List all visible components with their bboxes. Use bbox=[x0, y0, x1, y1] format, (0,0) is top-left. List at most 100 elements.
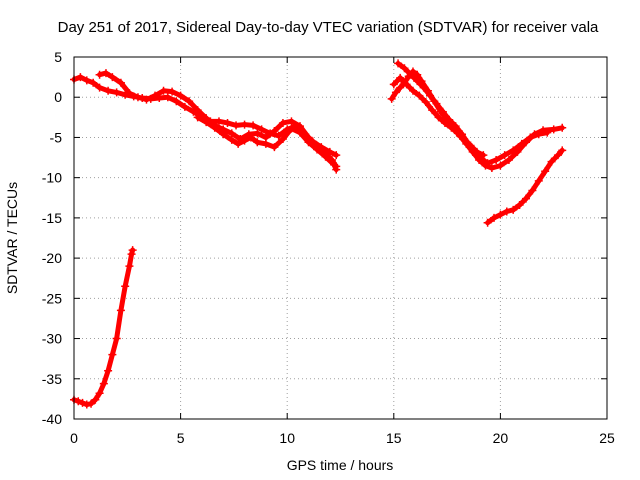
x-tick-label: 15 bbox=[386, 430, 402, 446]
data-point bbox=[547, 157, 556, 166]
data-point bbox=[466, 141, 475, 150]
data-point bbox=[396, 83, 405, 92]
y-tick-label: -10 bbox=[42, 170, 62, 186]
data-point bbox=[246, 133, 255, 142]
data-point bbox=[428, 106, 437, 115]
data-point bbox=[240, 120, 249, 129]
data-point bbox=[219, 130, 228, 139]
x-tick-label: 25 bbox=[599, 430, 615, 446]
data-point bbox=[74, 397, 83, 406]
data-point bbox=[313, 145, 322, 154]
data-point bbox=[176, 91, 185, 100]
data-point bbox=[509, 146, 518, 155]
data-point bbox=[440, 118, 449, 127]
data-point bbox=[163, 93, 172, 102]
data-point bbox=[214, 117, 223, 126]
data-point bbox=[521, 194, 530, 203]
data-point bbox=[270, 143, 279, 152]
data-point bbox=[95, 389, 104, 398]
data-point bbox=[500, 151, 509, 160]
data-point bbox=[400, 64, 409, 73]
data-point bbox=[227, 135, 236, 144]
data-point bbox=[330, 160, 339, 169]
data-point bbox=[483, 159, 492, 168]
data-point bbox=[253, 129, 262, 138]
data-point bbox=[121, 282, 130, 291]
data-point bbox=[128, 246, 137, 255]
data-point bbox=[496, 161, 505, 170]
data-point bbox=[487, 164, 496, 173]
data-point bbox=[421, 98, 430, 107]
data-points bbox=[70, 59, 567, 409]
x-tick-label: 0 bbox=[70, 430, 78, 446]
data-point bbox=[112, 88, 121, 97]
data-point bbox=[438, 107, 447, 116]
data-point bbox=[472, 147, 481, 156]
y-tick-label: -15 bbox=[42, 210, 62, 226]
data-point bbox=[104, 366, 113, 375]
y-tick-label: -40 bbox=[42, 411, 62, 427]
data-point bbox=[89, 78, 98, 87]
data-point bbox=[394, 59, 403, 68]
data-point bbox=[558, 146, 567, 155]
data-point bbox=[496, 210, 505, 219]
plot-border bbox=[73, 56, 608, 420]
series-arc-d bbox=[70, 246, 137, 409]
data-point bbox=[270, 127, 279, 136]
gridlines bbox=[74, 57, 607, 419]
data-point bbox=[528, 186, 537, 195]
data-point bbox=[502, 207, 511, 216]
data-point bbox=[543, 128, 552, 137]
data-point bbox=[295, 128, 304, 137]
data-point bbox=[332, 151, 341, 160]
data-point bbox=[304, 138, 313, 147]
trace-segment bbox=[118, 283, 128, 313]
data-point bbox=[321, 152, 330, 161]
data-point bbox=[240, 136, 249, 145]
data-point bbox=[76, 73, 85, 82]
tick-labels: 0 5 10 15 20 25 5 0 -5 -10 -15 -20 -25 -30 -35 -40 bbox=[42, 49, 615, 446]
data-point bbox=[125, 262, 134, 271]
data-point bbox=[112, 334, 121, 343]
data-point bbox=[78, 398, 87, 407]
data-point bbox=[490, 213, 499, 222]
data-point bbox=[223, 118, 232, 127]
data-point bbox=[517, 139, 526, 148]
data-point bbox=[234, 139, 243, 148]
data-point bbox=[406, 70, 415, 79]
y-tick-label: -35 bbox=[42, 371, 62, 387]
data-point bbox=[108, 350, 117, 359]
data-point bbox=[526, 133, 535, 142]
data-point bbox=[193, 113, 202, 122]
trace-segment bbox=[114, 307, 124, 342]
data-point bbox=[95, 83, 104, 92]
y-tick-label: 5 bbox=[54, 49, 62, 65]
data-point bbox=[553, 151, 562, 160]
data-point bbox=[432, 99, 441, 108]
data-point bbox=[534, 130, 543, 139]
data-point bbox=[151, 91, 160, 100]
data-point bbox=[172, 97, 181, 106]
data-point bbox=[95, 70, 104, 79]
data-point bbox=[253, 138, 262, 147]
series-arc-h bbox=[483, 146, 567, 227]
data-point bbox=[82, 76, 91, 85]
x-tick-label: 20 bbox=[493, 430, 509, 446]
data-point bbox=[125, 89, 134, 98]
data-point bbox=[249, 121, 258, 130]
chart-title: Day 251 of 2017, Sidereal Day-to-day VTE… bbox=[58, 19, 599, 36]
data-point bbox=[402, 80, 411, 89]
data-point bbox=[515, 201, 524, 210]
data-point bbox=[483, 218, 492, 227]
data-point bbox=[87, 399, 96, 408]
x-tick-label: 5 bbox=[177, 430, 185, 446]
y-tick-label: -25 bbox=[42, 290, 62, 306]
data-point bbox=[447, 123, 456, 132]
data-point bbox=[287, 117, 296, 126]
data-point bbox=[159, 86, 168, 95]
y-tick-label: -30 bbox=[42, 331, 62, 347]
data-point bbox=[391, 88, 400, 97]
data-point bbox=[116, 306, 125, 315]
data-point bbox=[387, 94, 396, 103]
